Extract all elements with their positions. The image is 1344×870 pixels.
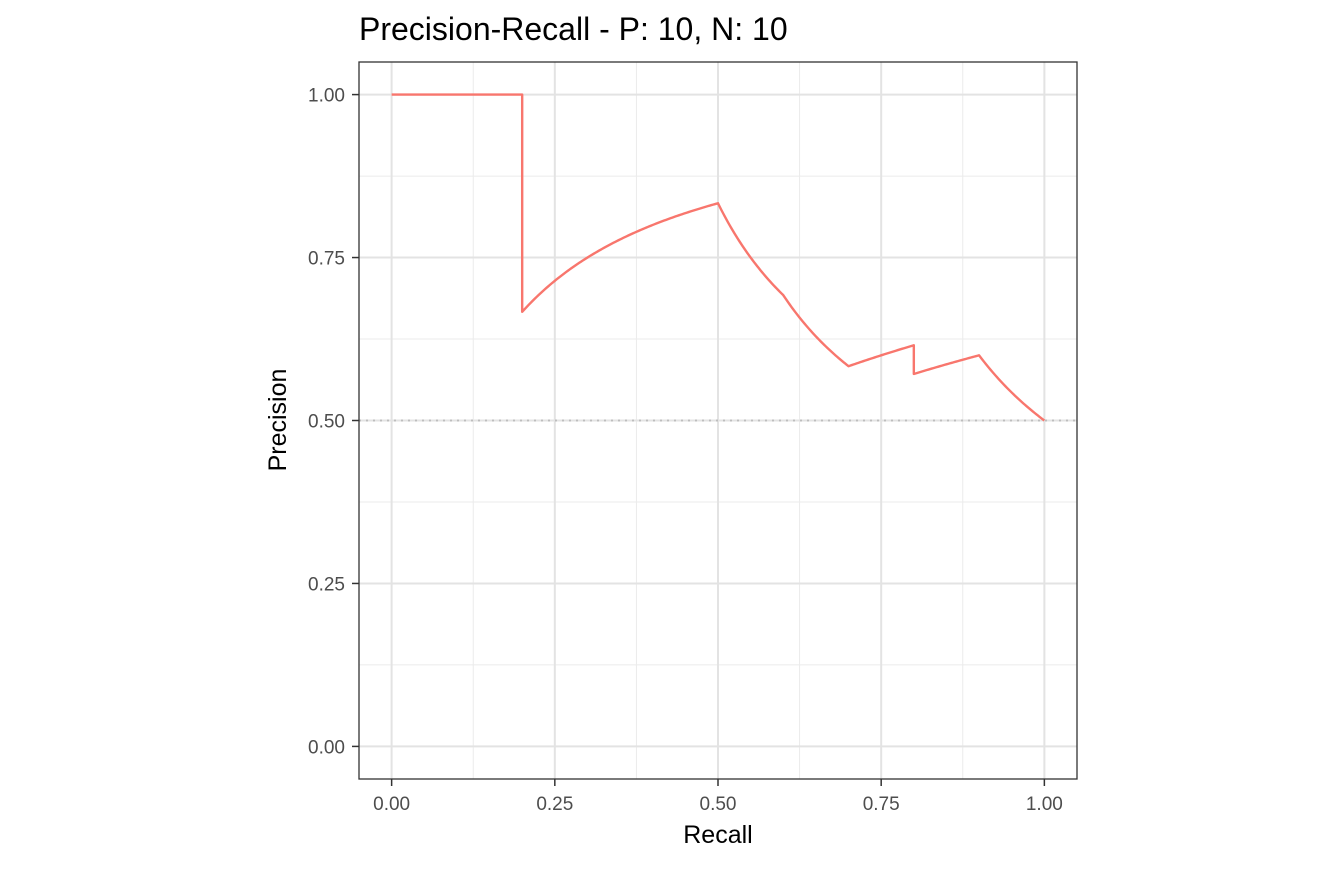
x-axis-title: Recall bbox=[683, 821, 752, 849]
x-axis: 0.00 0.25 0.50 0.75 1.00 bbox=[373, 779, 1063, 815]
x-tick-label: 0.50 bbox=[700, 794, 737, 815]
pr-curve-line bbox=[391, 93, 1046, 422]
y-tick-label: 0.75 bbox=[308, 249, 345, 270]
y-tick-label: 0.50 bbox=[308, 412, 345, 433]
y-tick-label: 0.25 bbox=[308, 574, 345, 595]
x-tick-label: 0.25 bbox=[536, 794, 573, 815]
y-tick-label: 0.00 bbox=[308, 737, 345, 758]
x-tick-label: 0.00 bbox=[373, 794, 410, 815]
chart-title: Precision-Recall - P: 10, N: 10 bbox=[359, 11, 788, 47]
x-tick-label: 1.00 bbox=[1026, 794, 1063, 815]
x-tick-label: 0.75 bbox=[863, 794, 900, 815]
y-tick-label: 1.00 bbox=[308, 86, 345, 107]
y-axis: 0.00 0.25 0.50 0.75 1.00 bbox=[308, 86, 359, 758]
series-layer bbox=[391, 93, 1046, 422]
y-axis-title: Precision bbox=[264, 369, 292, 472]
grid-lines bbox=[359, 62, 1077, 779]
